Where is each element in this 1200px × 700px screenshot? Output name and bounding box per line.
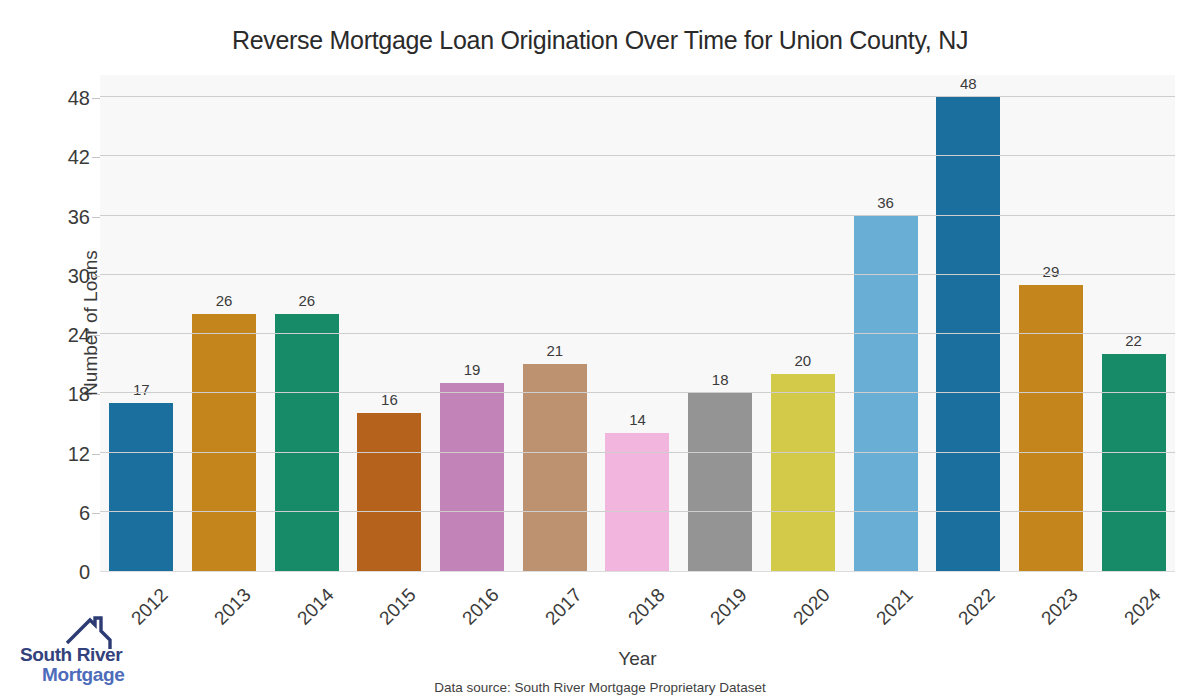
bar-2022: 48 — [936, 97, 1000, 571]
x-tick-label-2014: 2014 — [287, 584, 338, 635]
bar-value-label-2016: 19 — [464, 361, 481, 378]
bar-2012: 17 — [109, 403, 173, 571]
x-tick-label-2018: 2018 — [618, 584, 669, 635]
bar-slot-2021: 36 — [844, 75, 927, 571]
bar-2019: 18 — [688, 393, 752, 571]
gridline-y-18 — [100, 392, 1175, 393]
y-tick-mark-36 — [92, 217, 100, 218]
gridline-y-48 — [100, 96, 1175, 97]
x-tick-label-2024: 2024 — [1114, 584, 1165, 635]
x-tick-label-2015: 2015 — [370, 584, 421, 635]
bar-value-label-2017: 21 — [546, 342, 563, 359]
south-river-mortgage-logo: South River Mortgage — [18, 614, 138, 684]
x-tick-label-2020: 2020 — [784, 584, 835, 635]
chart-figure: Reverse Mortgage Loan Origination Over T… — [0, 0, 1200, 700]
y-tick-label-0: 0 — [0, 561, 90, 583]
bar-2013: 26 — [192, 314, 256, 571]
x-tick-label-2023: 2023 — [1032, 584, 1083, 635]
bar-slot-2017: 21 — [513, 75, 596, 571]
logo-text-south-river: South River — [20, 644, 122, 666]
gridline-y-42 — [100, 155, 1175, 156]
bar-slot-2022: 48 — [927, 75, 1010, 571]
bar-slot-2012: 17 — [100, 75, 183, 571]
x-tick-label-2021: 2021 — [866, 584, 917, 635]
y-tick-label-24: 24 — [0, 324, 90, 346]
bar-slot-2020: 20 — [762, 75, 845, 571]
data-source-note: Data source: South River Mortgage Propri… — [0, 680, 1200, 695]
y-tick-mark-12 — [92, 454, 100, 455]
bar-slot-2023: 29 — [1010, 75, 1093, 571]
bar-value-label-2024: 22 — [1125, 332, 1142, 349]
gridline-y-6 — [100, 511, 1175, 512]
x-tick-label-2019: 2019 — [701, 584, 752, 635]
y-tick-mark-42 — [92, 157, 100, 158]
y-tick-label-12: 12 — [0, 443, 90, 465]
bar-value-label-2012: 17 — [133, 381, 150, 398]
y-tick-mark-6 — [92, 513, 100, 514]
x-axis-title: Year — [100, 648, 1175, 670]
y-tick-label-6: 6 — [0, 502, 90, 524]
bars-row: 17262616192114182036482922 — [100, 75, 1175, 571]
bar-2018: 14 — [605, 433, 669, 571]
bar-value-label-2015: 16 — [381, 391, 398, 408]
y-tick-mark-48 — [92, 98, 100, 99]
bar-value-label-2023: 29 — [1043, 263, 1060, 280]
gridline-y-36 — [100, 215, 1175, 216]
bar-slot-2024: 22 — [1092, 75, 1175, 571]
bar-2023: 29 — [1019, 285, 1083, 571]
y-tick-label-36: 36 — [0, 206, 90, 228]
bar-2020: 20 — [771, 374, 835, 572]
y-tick-mark-24 — [92, 335, 100, 336]
bar-2015: 16 — [357, 413, 421, 571]
bar-value-label-2022: 48 — [960, 75, 977, 92]
y-tick-label-18: 18 — [0, 383, 90, 405]
x-tick-label-2017: 2017 — [535, 584, 586, 635]
bar-value-label-2021: 36 — [877, 194, 894, 211]
logo-text-mortgage: Mortgage — [42, 664, 124, 686]
x-tick-label-2022: 2022 — [949, 584, 1000, 635]
gridline-y-24 — [100, 333, 1175, 334]
bar-slot-2019: 18 — [679, 75, 762, 571]
bar-value-label-2019: 18 — [712, 371, 729, 388]
bar-slot-2015: 16 — [348, 75, 431, 571]
bar-2016: 19 — [440, 383, 504, 571]
bar-value-label-2018: 14 — [629, 411, 646, 428]
bar-value-label-2020: 20 — [795, 352, 812, 369]
chart-title: Reverse Mortgage Loan Origination Over T… — [0, 26, 1200, 55]
y-tick-label-42: 42 — [0, 146, 90, 168]
plot-area: 17262616192114182036482922 — [100, 75, 1175, 572]
bar-slot-2014: 26 — [265, 75, 348, 571]
bar-slot-2013: 26 — [183, 75, 266, 571]
bar-2024: 22 — [1102, 354, 1166, 571]
bar-slot-2018: 14 — [596, 75, 679, 571]
bar-2021: 36 — [854, 216, 918, 572]
gridline-y-12 — [100, 452, 1175, 453]
bar-value-label-2013: 26 — [216, 292, 233, 309]
bar-slot-2016: 19 — [431, 75, 514, 571]
gridline-y-30 — [100, 274, 1175, 275]
bar-value-label-2014: 26 — [298, 292, 315, 309]
bar-2017: 21 — [523, 364, 587, 571]
y-tick-mark-30 — [92, 276, 100, 277]
x-tick-label-2016: 2016 — [453, 584, 504, 635]
x-tick-label-2013: 2013 — [205, 584, 256, 635]
y-tick-label-48: 48 — [0, 87, 90, 109]
bar-2014: 26 — [275, 314, 339, 571]
y-tick-label-30: 30 — [0, 265, 90, 287]
x-axis: 2012201320142015201620172018201920202021… — [100, 572, 1175, 642]
y-tick-mark-18 — [92, 394, 100, 395]
